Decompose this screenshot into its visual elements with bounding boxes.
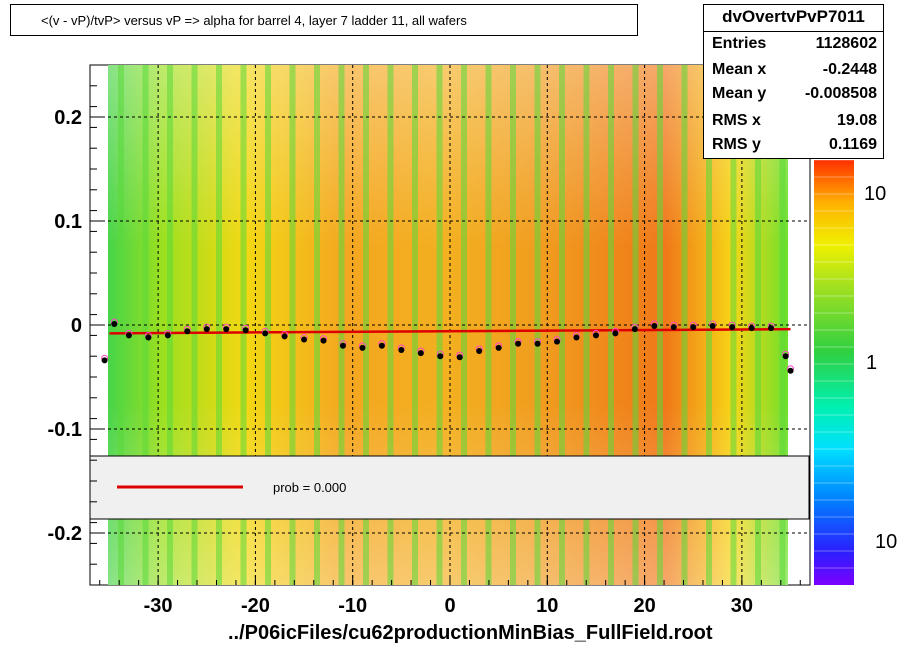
stats-value: 1128602: [815, 35, 877, 52]
stats-label: Mean y: [712, 85, 767, 102]
profile-point: [301, 336, 308, 343]
profile-point: [184, 328, 191, 335]
profile-point: [398, 346, 405, 353]
heatmap-stripe: [314, 65, 320, 585]
x-tick-label: -30: [144, 595, 173, 617]
heatmap-stripe: [338, 65, 345, 585]
profile-point: [164, 332, 171, 339]
profile-point: [787, 367, 794, 374]
x-tick-label: 20: [633, 595, 655, 617]
profile-point: [495, 344, 502, 351]
stats-row-mean-x: Mean x -0.2448: [712, 61, 877, 85]
profile-point: [281, 333, 288, 340]
profile-point: [242, 327, 249, 334]
heatmap-stripe: [632, 65, 639, 585]
y-tick-label: -0.1: [48, 419, 82, 441]
heatmap-stripe: [265, 65, 271, 585]
profile-point: [729, 324, 736, 331]
profile-point: [690, 324, 697, 331]
profile-point: [320, 337, 327, 344]
x-tick-label: -20: [241, 595, 270, 617]
stats-row-rms-y: RMS y 0.1169: [712, 136, 877, 160]
stats-row-entries: Entries 1128602: [712, 35, 877, 59]
x-tick-label: 30: [731, 595, 753, 617]
y-tick-label: 0.2: [54, 107, 82, 129]
profile-point: [515, 340, 522, 347]
heatmap-stripe: [559, 65, 565, 585]
x-tick-label: -10: [338, 595, 367, 617]
profile-point: [111, 320, 118, 327]
stats-separator: [704, 31, 883, 32]
profile-point: [670, 324, 677, 331]
stats-label: Entries: [712, 35, 767, 52]
y-tick-label: -0.2: [48, 523, 82, 545]
axes: -30 -20 -10 0 10 20 30 -0.2 -0.1 0 0.1 0.2: [48, 64, 801, 617]
profile-point: [145, 334, 152, 341]
profile-point: [378, 342, 385, 349]
profile-point: [709, 323, 716, 330]
profile-point: [223, 326, 230, 333]
profile-points: [101, 318, 795, 374]
profile-point: [359, 344, 366, 351]
stats-value: 19.08: [836, 112, 877, 129]
profile-point: [573, 334, 580, 341]
profile-point: [339, 342, 346, 349]
profile-point: [554, 338, 561, 345]
footer-filename: ../P06icFiles/cu62productionMinBias_Full…: [228, 622, 713, 644]
profile-point: [631, 326, 638, 333]
z-tick-label: 10: [864, 183, 886, 205]
profile-point: [417, 350, 424, 357]
profile-point: [782, 353, 789, 360]
stats-value: -0.2448: [822, 61, 877, 78]
profile-point: [651, 323, 658, 330]
heatmap-stripe: [534, 65, 541, 585]
color-scale: [814, 160, 854, 585]
profile-point: [456, 354, 463, 361]
fit-line: [109, 327, 791, 335]
legend-text: prob = 0.000: [273, 480, 346, 495]
profile-point: [125, 332, 132, 339]
profile-point: [476, 348, 483, 354]
stats-row-rms-x: RMS x 19.08: [712, 112, 877, 136]
chart-title: <(v - vP)/tvP> versus vP => alpha for ba…: [41, 13, 467, 28]
stats-value: 0.1169: [828, 136, 877, 153]
z-tick-label: 1: [866, 352, 877, 374]
profile-point: [203, 326, 210, 333]
heatmap-stripe: [583, 65, 590, 585]
y-tick-label: 0.1: [54, 211, 82, 233]
profile-point: [768, 325, 775, 332]
stats-label: RMS x: [712, 112, 761, 129]
heatmap-stripe: [608, 65, 614, 585]
profile-point: [437, 353, 444, 360]
profile-point: [592, 332, 599, 339]
color-scale-bands: [814, 159, 854, 569]
title-box: <(v - vP)/tvP> versus vP => alpha for ba…: [10, 4, 638, 36]
stats-row-mean-y: Mean y -0.008508: [712, 85, 877, 109]
stats-name: dvOvertvPvP7011: [722, 7, 865, 26]
x-tick-label: 10: [536, 595, 558, 617]
profile-point: [262, 330, 269, 337]
stats-label: Mean x: [712, 61, 767, 78]
profile-point: [534, 340, 541, 347]
stats-box: dvOvertvPvP7011 Entries 1128602 Mean x -…: [703, 4, 884, 159]
stats-label: RMS y: [712, 136, 761, 153]
x-tick-label: 0: [444, 595, 455, 617]
y-tick-label: 0: [71, 315, 82, 337]
profile-point: [748, 325, 755, 332]
profile-point: [101, 357, 108, 364]
heatmap-stripe: [240, 65, 247, 585]
stats-value: -0.008508: [804, 85, 877, 102]
heatmap-stripe: [289, 65, 296, 585]
z-tick-label: 10: [875, 531, 897, 553]
profile-point: [612, 330, 619, 337]
